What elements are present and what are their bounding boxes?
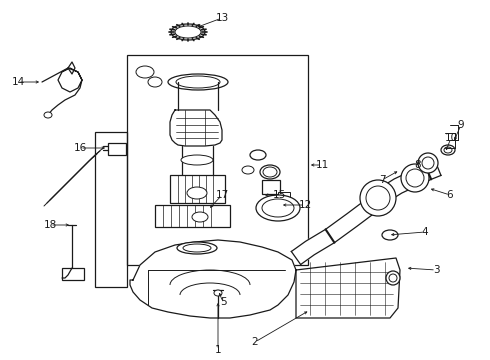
Polygon shape xyxy=(186,12,190,15)
Polygon shape xyxy=(169,25,172,29)
Ellipse shape xyxy=(250,150,266,160)
Ellipse shape xyxy=(401,164,429,192)
Ellipse shape xyxy=(406,169,424,187)
Bar xyxy=(127,55,308,265)
Ellipse shape xyxy=(171,24,205,40)
Polygon shape xyxy=(181,13,185,17)
Ellipse shape xyxy=(181,155,213,165)
Ellipse shape xyxy=(148,77,162,87)
Polygon shape xyxy=(172,40,175,44)
Bar xyxy=(170,175,225,203)
Text: 6: 6 xyxy=(447,190,453,200)
Text: 18: 18 xyxy=(44,220,57,230)
Bar xyxy=(278,192,290,202)
Polygon shape xyxy=(196,16,200,19)
Polygon shape xyxy=(130,240,296,318)
Polygon shape xyxy=(176,16,180,19)
Polygon shape xyxy=(296,258,400,318)
Ellipse shape xyxy=(214,290,222,296)
Ellipse shape xyxy=(242,166,254,174)
Text: 7: 7 xyxy=(379,175,385,185)
Text: 14: 14 xyxy=(11,77,24,87)
Polygon shape xyxy=(196,44,200,48)
Text: 3: 3 xyxy=(433,265,440,275)
Text: 4: 4 xyxy=(422,227,428,237)
Ellipse shape xyxy=(192,212,208,222)
Polygon shape xyxy=(203,35,207,39)
Text: 1: 1 xyxy=(215,345,221,355)
Text: 5: 5 xyxy=(220,297,226,307)
Text: 12: 12 xyxy=(298,200,312,210)
Ellipse shape xyxy=(168,74,228,90)
Polygon shape xyxy=(176,44,180,48)
Polygon shape xyxy=(168,30,171,34)
Polygon shape xyxy=(186,49,190,52)
Ellipse shape xyxy=(360,180,396,216)
Ellipse shape xyxy=(256,195,300,221)
Polygon shape xyxy=(191,13,195,17)
Ellipse shape xyxy=(366,186,390,210)
Text: 8: 8 xyxy=(415,160,421,170)
Ellipse shape xyxy=(262,199,294,217)
Ellipse shape xyxy=(441,145,455,155)
Ellipse shape xyxy=(187,187,207,199)
Ellipse shape xyxy=(263,167,277,177)
Text: 2: 2 xyxy=(252,337,258,347)
Text: 17: 17 xyxy=(216,190,229,200)
Polygon shape xyxy=(169,35,172,39)
Ellipse shape xyxy=(382,230,398,240)
Text: 10: 10 xyxy=(444,133,458,143)
Polygon shape xyxy=(203,25,207,29)
Ellipse shape xyxy=(175,26,201,38)
Ellipse shape xyxy=(177,242,217,254)
Polygon shape xyxy=(292,161,441,265)
Bar xyxy=(62,268,84,280)
Ellipse shape xyxy=(136,66,154,78)
Polygon shape xyxy=(200,20,204,24)
Polygon shape xyxy=(181,48,185,51)
Polygon shape xyxy=(200,40,204,44)
Ellipse shape xyxy=(183,244,211,252)
Polygon shape xyxy=(172,20,175,24)
Polygon shape xyxy=(191,48,195,51)
Text: 13: 13 xyxy=(216,13,229,23)
Bar xyxy=(155,205,230,227)
Polygon shape xyxy=(170,110,222,146)
Ellipse shape xyxy=(389,274,397,282)
Ellipse shape xyxy=(386,271,400,285)
Ellipse shape xyxy=(444,147,452,153)
Ellipse shape xyxy=(422,157,434,169)
Ellipse shape xyxy=(44,112,52,118)
Text: 11: 11 xyxy=(316,160,329,170)
Polygon shape xyxy=(205,30,208,34)
Ellipse shape xyxy=(176,76,220,88)
Bar xyxy=(95,132,127,287)
Text: 15: 15 xyxy=(272,190,286,200)
Ellipse shape xyxy=(260,165,280,179)
Text: 16: 16 xyxy=(74,143,87,153)
Bar xyxy=(108,143,126,155)
Bar xyxy=(262,180,280,194)
Text: 9: 9 xyxy=(458,120,465,130)
Ellipse shape xyxy=(418,153,438,173)
